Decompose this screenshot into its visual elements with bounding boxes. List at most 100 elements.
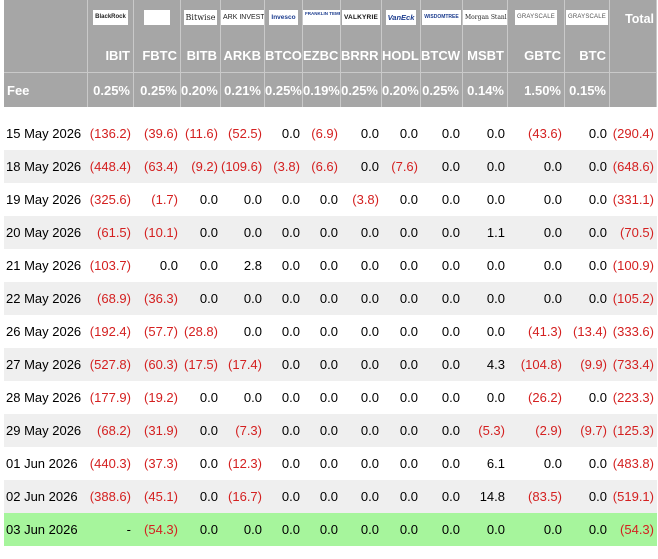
total-value-cell: (519.1) [610, 480, 657, 513]
issuer-logo-cell: Fidelity [134, 0, 181, 38]
flow-value-cell: (17.5) [181, 348, 221, 381]
ark-invest-logo: ARK INVEST [221, 10, 264, 25]
ticker-header: EZBC [303, 38, 341, 72]
flow-value-cell: 0.0 [486, 390, 505, 405]
flow-value-cell: 0.0 [199, 390, 218, 405]
flow-value-cell: 0.0 [421, 414, 463, 447]
flow-value-cell: (63.4) [134, 150, 181, 183]
flow-value-cell: 0.0 [441, 456, 460, 471]
flow-value-cell: 0.0 [565, 150, 610, 183]
ticker-header: ARKB [221, 38, 265, 72]
flow-value-cell: 0.0 [486, 126, 505, 141]
date-cell: 21 May 2026 [6, 258, 82, 273]
flow-value-cell: 0.0 [319, 390, 338, 405]
ticker-header: IBIT [88, 38, 134, 72]
total-value-cell: (733.4) [610, 348, 657, 381]
flow-value-cell: 0.0 [181, 513, 221, 546]
total-value-cell: (223.3) [612, 390, 654, 405]
flow-value-cell: (448.4) [88, 150, 134, 183]
issuer-logo-cell: BlackRock [88, 0, 134, 38]
issuer-logo-cell: FRANKLIN TEMPLETON [303, 0, 341, 38]
issuer-logo-cell: Bitwise [181, 0, 221, 38]
flow-value-cell: 0.0 [281, 126, 300, 141]
flow-value-cell: (31.9) [134, 414, 181, 447]
table-row: 27 May 2026 (527.8) (60.3) (17.5) (17.4) 0.0 0… [4, 348, 657, 381]
flow-value-cell: 0.0 [319, 258, 338, 273]
grayscale-logo: GRAYSCALE [514, 10, 558, 25]
flow-value-cell: (37.3) [144, 456, 178, 471]
flow-value-cell: 0.0 [360, 456, 379, 471]
flow-value-cell: 0.0 [281, 390, 300, 405]
fee-value: 0.25% [341, 72, 382, 107]
flow-value-cell: 0.0 [382, 282, 421, 315]
flow-value-cell: 0.0 [588, 258, 607, 273]
table-row: 15 May 2026 (136.2) (39.6) (11.6) (52.5) 0.0 (… [4, 117, 657, 150]
flow-value-cell: 0.0 [303, 480, 341, 513]
flow-value-cell: 0.0 [159, 258, 178, 273]
flow-value-cell: (52.5) [228, 126, 262, 141]
flow-value-cell: 0.0 [421, 480, 463, 513]
flow-value-cell: 0.0 [588, 456, 607, 471]
issuer-logo-cell: Morgan Stanley [463, 0, 508, 38]
flow-value-cell: 0.0 [421, 513, 463, 546]
flow-value-cell: (54.3) [134, 513, 181, 546]
flow-value-cell: 0.0 [265, 282, 303, 315]
flow-value-cell: 0.0 [199, 456, 218, 471]
table-row: 28 May 2026 (177.9) (19.2) 0.0 0.0 0.0 0.0 0.0 0… [4, 381, 657, 414]
total-value-cell: (333.6) [612, 324, 654, 339]
flow-value-cell: (13.4) [573, 324, 607, 339]
total-value-cell: (100.9) [612, 258, 654, 273]
invesco-logo: Invesco [269, 10, 298, 25]
flow-value-cell: 0.0 [303, 513, 341, 546]
fee-row: Fee 0.25% 0.25% 0.20% 0.21% 0.25% 0.19% 0.25% 0.… [4, 72, 657, 107]
total-value-cell: (648.6) [610, 150, 657, 183]
date-cell: 02 Jun 2026 [4, 480, 88, 513]
flow-value-cell: 0.0 [441, 126, 460, 141]
issuer-logo-cell: GRAYSCALE [565, 0, 610, 38]
issuer-logo-row: BlackRock Fidelity Bitwise ARK INVEST Invesc… [4, 0, 657, 72]
flow-value-cell: 0.0 [181, 216, 221, 249]
flow-value-cell: 0.0 [421, 282, 463, 315]
flow-value-cell: 0.0 [341, 414, 382, 447]
flow-value-cell: 14.8 [463, 480, 508, 513]
flow-value-cell: (26.2) [528, 390, 562, 405]
table-row: 02 Jun 2026 (388.6) (45.1) 0.0 (16.7) 0.0 0.0 0… [4, 480, 657, 513]
total-value-cell: (483.8) [612, 456, 654, 471]
flow-value-cell: 0.0 [303, 348, 341, 381]
table-row: 26 May 2026 (192.4) (57.7) (28.8) 0.0 0.0 0.0 0… [4, 315, 657, 348]
flow-value-cell: (109.6) [221, 150, 265, 183]
flow-value-cell: 0.0 [319, 324, 338, 339]
flow-value-cell: 0.0 [199, 192, 218, 207]
flow-value-cell: 0.0 [421, 348, 463, 381]
flow-value-cell: 0.0 [441, 192, 460, 207]
flow-value-cell: 0.0 [341, 150, 382, 183]
total-header: Total [610, 0, 657, 72]
flow-value-cell: (7.6) [382, 150, 421, 183]
morgan-stanley-logo: Morgan Stanley [463, 10, 507, 25]
flow-value-cell: 0.0 [341, 216, 382, 249]
date-cell: 29 May 2026 [4, 414, 88, 447]
valkyrie-logo: VALKYRIE [342, 10, 380, 25]
issuer-logo-cell: VanEck [382, 0, 421, 38]
date-cell: 18 May 2026 [4, 150, 88, 183]
header-spacer [4, 107, 657, 117]
flow-value-cell: 0.0 [360, 126, 379, 141]
flow-value-cell: 0.0 [421, 150, 463, 183]
flow-value-cell: 1.1 [463, 216, 508, 249]
flow-value-cell: 0.0 [565, 480, 610, 513]
date-cell: 22 May 2026 [4, 282, 88, 315]
flow-value-cell: (9.2) [181, 150, 221, 183]
wisdomtree-logo: WISDOMTREE [422, 10, 461, 25]
flow-value-cell: (57.7) [144, 324, 178, 339]
date-cell: 01 Jun 2026 [6, 456, 78, 471]
flow-value-cell: (9.9) [565, 348, 610, 381]
table-row: 21 May 2026 (103.7) 0.0 0.0 2.8 0.0 0.0 0.0 0.0 0… [4, 249, 657, 282]
table-row: 01 Jun 2026 (440.3) (37.3) 0.0 (12.3) 0.0 0.0 0… [4, 447, 657, 480]
ticker-header: FBTC [134, 38, 181, 72]
flow-value-cell: 0.0 [508, 513, 565, 546]
flow-value-cell: 0.0 [243, 192, 262, 207]
flow-value-cell: (39.6) [144, 126, 178, 141]
flow-value-cell: (68.2) [88, 414, 134, 447]
flow-value-cell: 0.0 [303, 414, 341, 447]
total-value-cell: (331.1) [612, 192, 654, 207]
